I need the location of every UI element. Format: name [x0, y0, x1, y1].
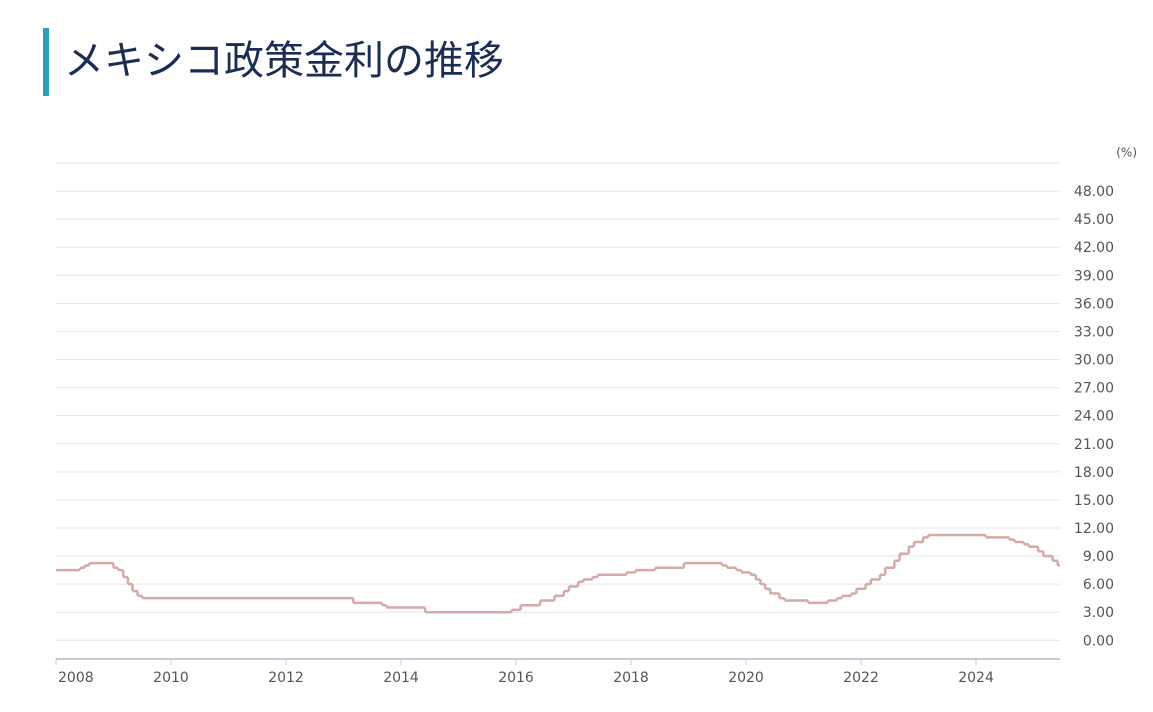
y-tick-label: 3.00 — [1083, 605, 1114, 621]
y-tick-label: 42.00 — [1074, 240, 1114, 256]
y-tick-label: 36.00 — [1074, 296, 1114, 312]
unit-label: (%) — [1116, 146, 1137, 160]
y-tick-label: 27.00 — [1074, 381, 1114, 397]
y-tick-label: 18.00 — [1074, 465, 1114, 481]
x-tick-label: 2012 — [268, 670, 304, 686]
chart-title: メキシコ政策金利の推移 — [64, 38, 504, 84]
y-tick-label: 48.00 — [1074, 184, 1114, 200]
y-tick-label: 9.00 — [1083, 549, 1114, 565]
x-tick-label: 2014 — [383, 670, 419, 686]
x-tick-label: 2022 — [843, 670, 879, 686]
y-tick-label: 6.00 — [1083, 577, 1114, 593]
y-tick-label: 0.00 — [1083, 633, 1114, 649]
x-tick-label: 2016 — [498, 670, 534, 686]
y-tick-label: 15.00 — [1074, 493, 1114, 509]
y-tick-label: 30.00 — [1074, 353, 1114, 369]
y-tick-label: 21.00 — [1074, 437, 1114, 453]
x-tick-label: 2020 — [728, 670, 764, 686]
y-tick-label: 12.00 — [1074, 521, 1114, 537]
y-tick-label: 33.00 — [1074, 324, 1114, 340]
y-tick-label: 39.00 — [1074, 268, 1114, 284]
y-tick-label: 45.00 — [1074, 212, 1114, 228]
y-tick-label: 24.00 — [1074, 409, 1114, 425]
x-tick-label: 2008 — [58, 670, 94, 686]
x-tick-label: 2018 — [613, 670, 649, 686]
x-tick-label: 2024 — [958, 670, 994, 686]
x-tick-label: 2010 — [153, 670, 189, 686]
title-accent — [43, 28, 49, 96]
